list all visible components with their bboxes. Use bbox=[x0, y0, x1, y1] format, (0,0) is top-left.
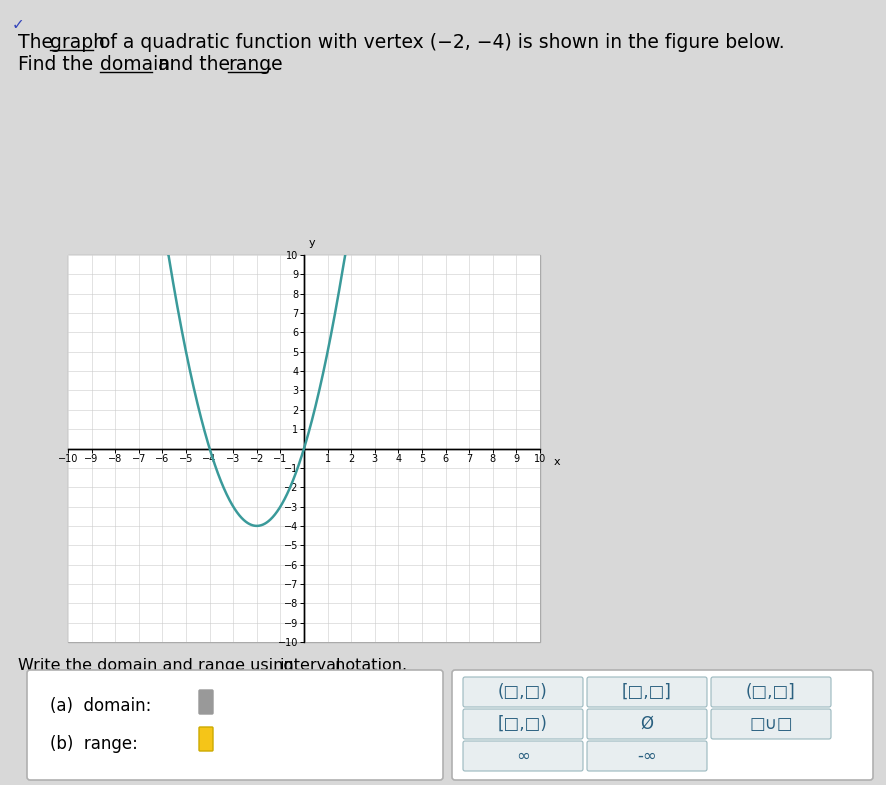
Text: Ø: Ø bbox=[640, 715, 653, 733]
Text: Find the: Find the bbox=[18, 55, 99, 74]
Text: Write the domain and range using: Write the domain and range using bbox=[18, 658, 299, 673]
FancyBboxPatch shape bbox=[711, 709, 830, 739]
FancyBboxPatch shape bbox=[462, 709, 582, 739]
FancyBboxPatch shape bbox=[198, 727, 213, 751]
Text: of a quadratic function with vertex (−2, −4) is shown in the figure below.: of a quadratic function with vertex (−2,… bbox=[93, 33, 784, 52]
FancyBboxPatch shape bbox=[587, 709, 706, 739]
Text: (b)  range:: (b) range: bbox=[50, 735, 137, 753]
FancyBboxPatch shape bbox=[68, 255, 540, 642]
Text: (a)  domain:: (a) domain: bbox=[50, 697, 152, 715]
Text: □∪□: □∪□ bbox=[749, 715, 792, 733]
FancyBboxPatch shape bbox=[452, 670, 872, 780]
Text: ✓: ✓ bbox=[12, 17, 25, 32]
Text: (□,□): (□,□) bbox=[498, 683, 548, 701]
FancyBboxPatch shape bbox=[27, 670, 442, 780]
Text: ∞: ∞ bbox=[516, 747, 529, 765]
Text: range: range bbox=[228, 55, 283, 74]
Text: [□,□]: [□,□] bbox=[621, 683, 672, 701]
Text: and the: and the bbox=[152, 55, 236, 74]
FancyBboxPatch shape bbox=[462, 741, 582, 771]
FancyBboxPatch shape bbox=[587, 741, 706, 771]
Text: graph: graph bbox=[50, 33, 105, 52]
Text: -∞: -∞ bbox=[636, 747, 657, 765]
FancyBboxPatch shape bbox=[711, 677, 830, 707]
Text: notation.: notation. bbox=[330, 658, 407, 673]
Text: y: y bbox=[308, 239, 315, 248]
FancyBboxPatch shape bbox=[198, 690, 213, 714]
Text: [□,□): [□,□) bbox=[498, 715, 548, 733]
FancyBboxPatch shape bbox=[462, 677, 582, 707]
Text: domain: domain bbox=[100, 55, 170, 74]
Text: The: The bbox=[18, 33, 59, 52]
FancyBboxPatch shape bbox=[587, 677, 706, 707]
Text: (□,□]: (□,□] bbox=[745, 683, 795, 701]
Text: interval: interval bbox=[280, 658, 341, 673]
Text: .: . bbox=[267, 55, 273, 74]
Text: x: x bbox=[553, 457, 559, 467]
